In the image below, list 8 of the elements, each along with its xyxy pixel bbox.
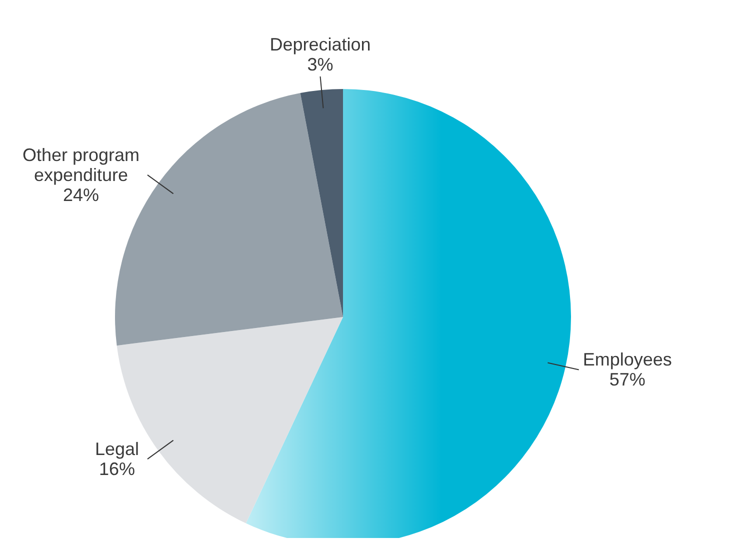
data-label: 3% <box>307 54 334 74</box>
data-label: 24% <box>62 184 99 205</box>
slice-label: Other program expenditure <box>22 144 140 185</box>
slice-label: Employees <box>582 350 672 370</box>
data-label: 57% <box>609 370 646 390</box>
data-label: 16% <box>98 459 135 480</box>
slice-label: Depreciation <box>270 34 371 54</box>
slice-label: Legal <box>94 439 139 460</box>
